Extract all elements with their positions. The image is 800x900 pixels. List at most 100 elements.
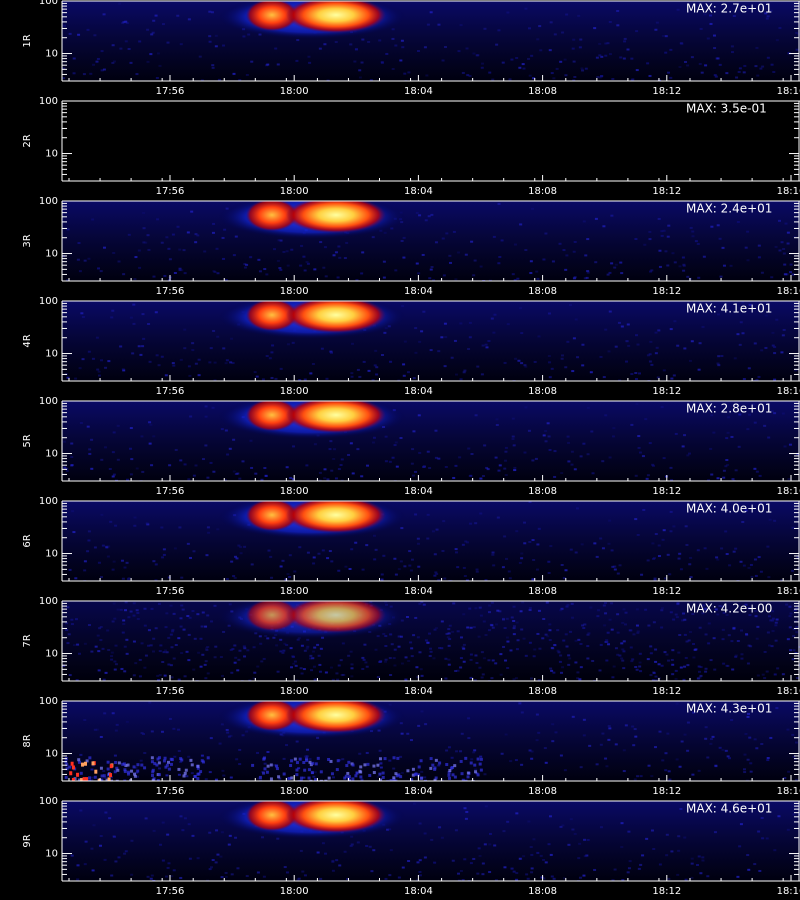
noise (303, 378, 307, 381)
noise (530, 871, 534, 874)
noise (530, 867, 534, 870)
noise (466, 771, 470, 775)
noise (636, 775, 640, 778)
noise (604, 42, 608, 45)
noise (657, 544, 661, 547)
noise (169, 762, 173, 766)
noise (420, 710, 424, 713)
noise (156, 757, 160, 761)
noise (179, 876, 183, 879)
noise (68, 674, 72, 677)
noise (234, 473, 238, 476)
noise (335, 672, 339, 675)
noise (104, 811, 108, 814)
noise (491, 78, 495, 81)
noise (593, 542, 597, 545)
noise (654, 533, 658, 536)
noise (69, 771, 73, 776)
noise (630, 57, 634, 60)
noise (663, 651, 667, 654)
noise (642, 508, 646, 511)
noise (243, 266, 247, 269)
noise (229, 361, 233, 364)
noise (726, 755, 730, 758)
noise (104, 366, 108, 369)
x-tick-label: 18:12 (652, 586, 681, 597)
noise (334, 477, 338, 480)
noise (306, 551, 310, 554)
y-axis-label: 8R (22, 734, 33, 747)
noise (559, 825, 563, 828)
noise (380, 61, 384, 64)
noise (279, 268, 283, 271)
noise (224, 429, 228, 432)
noise (673, 261, 677, 264)
noise (650, 269, 654, 272)
x-tick-label: 18:08 (528, 286, 557, 297)
noise (444, 657, 448, 660)
noise (466, 626, 470, 629)
noise (278, 777, 282, 780)
noise (469, 522, 473, 525)
noise (516, 639, 520, 642)
noise (88, 448, 92, 451)
noise (702, 607, 706, 610)
noise (178, 267, 182, 270)
noise (111, 44, 115, 47)
noise (445, 749, 449, 752)
noise (469, 862, 473, 865)
noise (568, 657, 572, 660)
noise (706, 875, 710, 878)
noise (222, 630, 226, 633)
noise (349, 844, 353, 847)
noise (496, 609, 500, 612)
noise (530, 54, 534, 57)
noise (691, 230, 695, 233)
noise (738, 67, 742, 70)
noise (331, 678, 335, 681)
noise (789, 271, 793, 274)
noise (700, 71, 704, 74)
noise (608, 271, 612, 274)
noise (62, 24, 66, 27)
noise (755, 747, 759, 750)
noise (648, 238, 652, 241)
noise (88, 776, 92, 780)
noise (787, 770, 791, 773)
noise (208, 771, 212, 774)
noise (74, 377, 78, 380)
noise (506, 667, 510, 670)
noise (234, 656, 238, 659)
noise (672, 525, 676, 528)
noise (218, 742, 222, 745)
noise (699, 27, 703, 30)
noise (182, 774, 186, 778)
noise (722, 611, 726, 614)
noise (501, 566, 505, 569)
noise (168, 464, 172, 467)
noise (698, 626, 702, 629)
noise (475, 570, 479, 573)
noise (397, 568, 401, 571)
noise (571, 715, 575, 718)
noise (701, 859, 705, 862)
noise (601, 547, 605, 550)
noise (179, 625, 183, 628)
noise (725, 72, 729, 75)
noise (164, 626, 168, 629)
noise (549, 667, 553, 670)
noise (400, 39, 404, 42)
noise (172, 612, 176, 615)
noise (179, 617, 183, 620)
noise (66, 642, 70, 645)
noise (347, 453, 351, 456)
noise (114, 729, 118, 732)
noise (718, 63, 722, 66)
signal-blob (246, 701, 298, 731)
noise (319, 770, 323, 774)
noise (506, 323, 510, 326)
noise (340, 458, 344, 461)
noise (620, 657, 624, 660)
noise (125, 652, 129, 655)
noise (528, 74, 532, 77)
